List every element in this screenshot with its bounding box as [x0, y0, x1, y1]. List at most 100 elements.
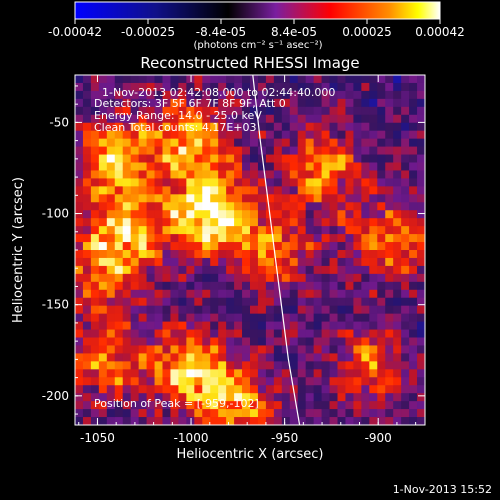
- heatmap-cell: [98, 242, 108, 251]
- heatmap-cell: [409, 345, 418, 354]
- heatmap-cell: [345, 401, 354, 410]
- heatmap-cell: [162, 178, 171, 187]
- heatmap-cell: [313, 313, 322, 322]
- heatmap-cell: [337, 98, 346, 108]
- heatmap-cell: [154, 257, 163, 267]
- heatmap-cell: [250, 417, 259, 425]
- heatmap-cell: [202, 106, 211, 116]
- heatmap-cell: [329, 82, 338, 92]
- heatmap-cell: [417, 98, 425, 108]
- heatmap-cell: [257, 82, 267, 92]
- heatmap-cell: [186, 417, 195, 425]
- heatmap-cell: [289, 178, 299, 187]
- heatmap-cell: [257, 337, 267, 346]
- heatmap-cell: [218, 114, 227, 124]
- heatmap-plot: [74, 74, 426, 426]
- heatmap-cell: [114, 321, 124, 330]
- heatmap-cell: [242, 202, 251, 211]
- heatmap-cell: [154, 226, 163, 235]
- heatmap-cell: [146, 329, 155, 338]
- y-tick-label: -50: [49, 115, 69, 129]
- heatmap-cell: [361, 385, 370, 394]
- heatmap-cell: [146, 353, 155, 362]
- heatmap-cell: [393, 114, 402, 124]
- heatmap-cell: [82, 114, 92, 124]
- heatmap-cell: [305, 218, 315, 227]
- y-tick-label: -100: [42, 207, 69, 221]
- heatmap-cell: [321, 281, 330, 291]
- heatmap-cell: [234, 361, 243, 370]
- heatmap-cell: [202, 154, 211, 163]
- heatmap-cell: [82, 138, 92, 147]
- heatmap-cell: [329, 178, 338, 187]
- heatmap-cell: [178, 417, 187, 425]
- info-detectors: Detectors: 3F 5F 6F 7F 8F 9F, Att 0: [94, 97, 286, 110]
- heatmap-cell: [98, 353, 108, 362]
- heatmap-cell: [393, 218, 402, 227]
- heatmap-cell: [106, 353, 116, 362]
- heatmap-cell: [353, 305, 362, 315]
- heatmap-cell: [234, 130, 243, 140]
- heatmap-cell: [154, 417, 163, 425]
- heatmap-cell: [361, 265, 370, 275]
- heatmap-cell: [361, 417, 370, 425]
- heatmap-cell: [361, 321, 370, 330]
- heatmap-cell: [250, 353, 259, 362]
- heatmap-cell: [369, 401, 378, 410]
- heatmap-cell: [98, 265, 108, 275]
- heatmap-cell: [297, 361, 307, 370]
- heatmap-cell: [329, 289, 338, 299]
- heatmap-cell: [186, 218, 195, 227]
- heatmap-cell: [106, 409, 116, 418]
- heatmap-cell: [329, 305, 338, 315]
- heatmap-cell: [353, 90, 362, 100]
- heatmap-cell: [353, 154, 362, 163]
- heatmap-cell: [170, 106, 179, 116]
- heatmap-cell: [393, 377, 402, 386]
- heatmap-cell: [106, 178, 116, 187]
- heatmap-cell: [130, 194, 140, 203]
- heatmap-cell: [401, 98, 410, 108]
- heatmap-cell: [82, 210, 92, 219]
- heatmap-cell: [305, 122, 315, 132]
- heatmap-cell: [122, 218, 132, 227]
- heatmap-cell: [393, 82, 402, 92]
- heatmap-cell: [90, 194, 100, 203]
- heatmap-cell: [162, 146, 171, 155]
- heatmap-cell: [377, 122, 386, 132]
- heatmap-cell: [122, 146, 132, 155]
- heatmap-cell: [401, 194, 410, 203]
- heatmap-cell: [210, 178, 219, 187]
- heatmap-cell: [75, 321, 84, 330]
- heatmap-cell: [289, 114, 299, 124]
- heatmap-cell: [273, 369, 283, 378]
- heatmap-cell: [409, 210, 418, 219]
- heatmap-cell: [234, 329, 243, 338]
- heatmap-cell: [313, 337, 322, 346]
- heatmap-cell: [401, 178, 410, 187]
- heatmap-cell: [361, 313, 370, 322]
- heatmap-cell: [130, 170, 140, 179]
- heatmap-cell: [210, 257, 219, 267]
- heatmap-cell: [210, 194, 219, 203]
- heatmap-cell: [186, 226, 195, 235]
- heatmap-cell: [361, 401, 370, 410]
- heatmap-cell: [202, 218, 211, 227]
- heatmap-cell: [353, 162, 362, 171]
- heatmap-cell: [273, 218, 283, 227]
- heatmap-cell: [178, 321, 187, 330]
- heatmap-cell: [329, 353, 338, 362]
- heatmap-cell: [130, 250, 140, 259]
- heatmap-cell: [385, 162, 394, 171]
- heatmap-cell: [401, 265, 410, 275]
- heatmap-cell: [337, 226, 346, 235]
- heatmap-cell: [170, 210, 179, 219]
- heatmap-cell: [297, 417, 307, 425]
- heatmap-cell: [337, 218, 346, 227]
- heatmap-cell: [170, 289, 179, 299]
- heatmap-cell: [114, 337, 124, 346]
- heatmap-cell: [162, 90, 171, 100]
- heatmap-cell: [401, 154, 410, 163]
- heatmap-cell: [242, 369, 251, 378]
- heatmap-cell: [401, 82, 410, 92]
